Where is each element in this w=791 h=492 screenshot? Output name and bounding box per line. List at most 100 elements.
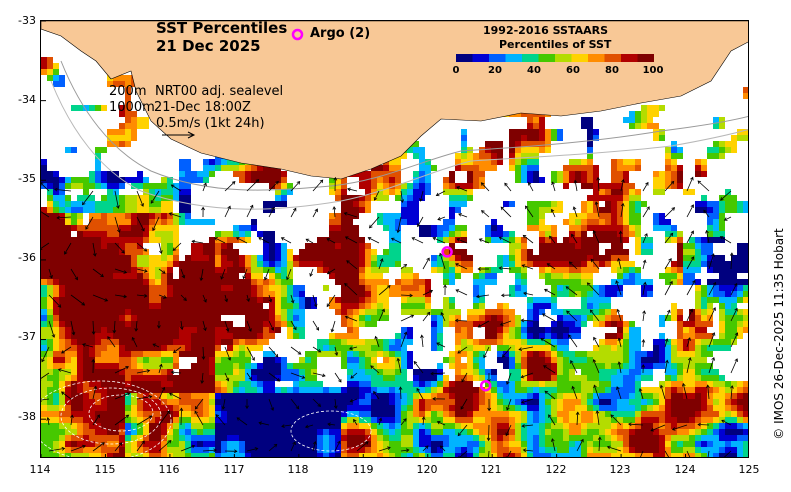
current-arrowhead [140, 203, 144, 207]
current-arrowhead [295, 405, 300, 410]
current-arrow [70, 268, 78, 280]
current-arrow [521, 319, 534, 322]
current-arrowhead [617, 361, 622, 365]
timestamp-label: 21-Dec 18:00Z [154, 100, 251, 115]
current-arrow [686, 230, 694, 244]
current-arrowhead [721, 419, 725, 424]
current-arrow [682, 383, 688, 400]
current-arrow [420, 190, 424, 202]
current-arrow [312, 372, 326, 377]
current-arrow [180, 445, 195, 452]
current-arrow [628, 423, 644, 426]
current-arrow [290, 208, 297, 218]
current-arrowhead [638, 387, 643, 392]
current-arrowhead [321, 373, 326, 378]
current-arrow [344, 212, 358, 218]
current-arrowhead [616, 386, 620, 390]
current-arrowhead [203, 327, 207, 332]
current-arrow [353, 419, 358, 426]
current-arrowhead [123, 294, 128, 299]
argo-float-marker[interactable] [479, 379, 492, 392]
current-arrowhead [436, 420, 441, 425]
current-arrow [460, 398, 468, 410]
current-arrowhead [520, 400, 525, 404]
current-arrow [730, 283, 738, 296]
current-arrow [499, 267, 512, 270]
current-arrowhead [457, 432, 462, 437]
isobath-1000m-label: 1000m [109, 100, 155, 115]
current-arrow [61, 346, 72, 354]
current-arrowhead [409, 293, 413, 298]
current-arrowhead [687, 337, 691, 341]
current-arrowhead [194, 405, 199, 410]
current-arrowhead [326, 238, 331, 242]
current-arrowhead [82, 343, 86, 347]
current-arrowhead [104, 298, 109, 302]
current-arrow [136, 370, 150, 374]
current-arrowhead [437, 217, 442, 221]
current-arrowhead [734, 307, 738, 312]
current-arrowhead [480, 182, 485, 186]
current-arrow [506, 372, 512, 385]
current-arrow [47, 417, 50, 426]
current-arrowhead [350, 375, 354, 379]
current-arrowhead [82, 201, 86, 206]
current-arrow [664, 233, 674, 244]
current-arrowhead [270, 327, 274, 331]
current-arrow [730, 385, 733, 400]
current-arrowhead [521, 424, 525, 428]
current-arrow [549, 235, 556, 244]
current-arrowhead [641, 339, 646, 343]
current-arrow [173, 346, 182, 353]
current-arrow [326, 238, 336, 244]
current-arrow [224, 320, 229, 332]
sst-map[interactable] [41, 21, 749, 458]
current-arrowhead [475, 294, 480, 299]
current-arrow [114, 190, 119, 209]
current-arrow [214, 237, 226, 244]
current-arrowhead [481, 210, 485, 214]
current-arrowhead [333, 405, 338, 410]
current-arrow [640, 450, 644, 457]
current-arrow [152, 216, 160, 231]
current-arrowhead [403, 264, 408, 268]
current-arrow [686, 177, 694, 192]
current-arrow [312, 398, 321, 407]
current-arrow [192, 240, 204, 244]
current-arrowhead [157, 325, 161, 329]
current-arrow [312, 208, 318, 218]
current-arrowhead [254, 447, 259, 451]
current-arrow [686, 256, 695, 270]
current-arrowhead [432, 396, 436, 401]
current-arrowhead [586, 282, 591, 286]
current-arrow [461, 372, 468, 382]
current-arrowhead [231, 181, 236, 185]
current-arrowhead [346, 260, 350, 264]
current-arrowhead [419, 198, 423, 202]
current-arrow [664, 258, 672, 270]
current-arrowhead [172, 247, 177, 251]
current-arrowhead [276, 378, 281, 382]
current-arrow [457, 346, 468, 354]
current-arrowhead [246, 298, 250, 303]
current-arrowhead [201, 356, 206, 360]
argo-float-marker[interactable] [441, 246, 453, 258]
current-arrow [574, 180, 578, 192]
current-arrowhead [420, 334, 424, 339]
current-arrowhead [167, 439, 172, 444]
current-arrow [521, 372, 534, 378]
current-arrow [593, 385, 600, 400]
current-arrowhead [326, 303, 331, 308]
current-arrowhead [61, 446, 66, 451]
current-arrow [309, 268, 314, 277]
current-arrow [456, 186, 468, 192]
current-arrow [158, 364, 162, 374]
current-arrowhead [610, 414, 614, 418]
current-arrowhead [41, 248, 43, 250]
map-title: SST Percentiles [156, 19, 288, 37]
x-tick-label: 114 [29, 463, 51, 476]
current-arrow [136, 396, 152, 400]
imos-credit: © IMOS 26-Dec-2025 11:35 Hobart [772, 228, 786, 440]
current-arrow [598, 437, 601, 452]
current-arrowhead [642, 259, 647, 264]
